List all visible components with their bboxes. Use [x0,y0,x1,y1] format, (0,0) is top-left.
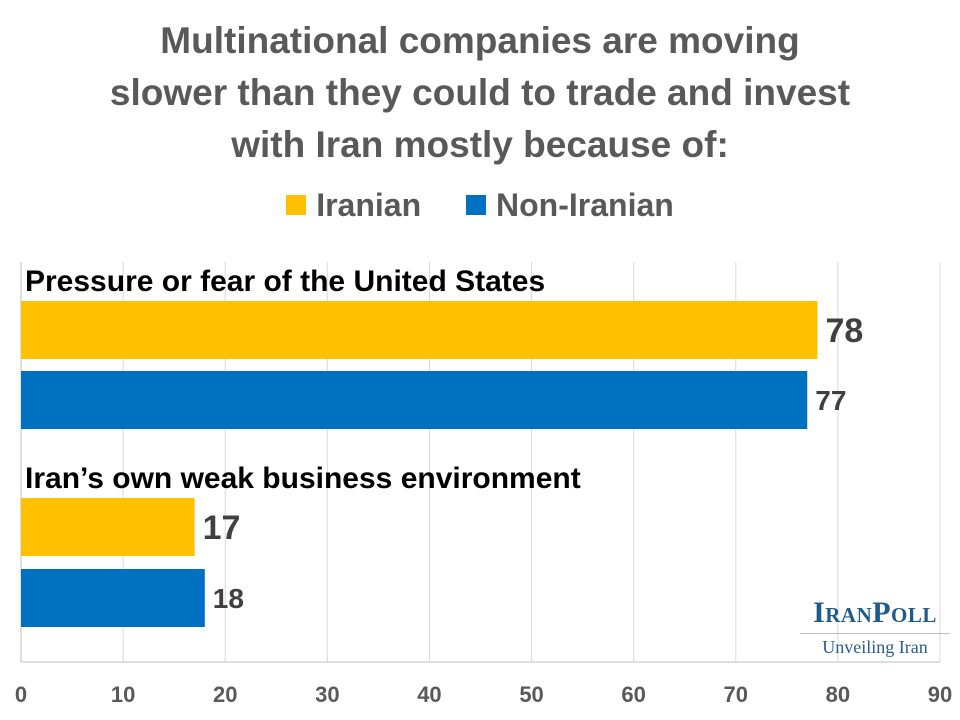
chart-title-line-1: Multinational companies are moving [160,20,800,61]
bar-non-iranian-pressure-us [21,371,808,429]
x-tick-label-30: 30 [315,682,339,707]
value-label-non-iranian-pressure-us: 77 [815,385,846,416]
value-label-iranian-pressure-us: 78 [825,312,863,350]
x-tick-label-20: 20 [213,682,237,707]
x-tick-label-90: 90 [928,682,952,707]
chart-title-line-2: slower than they could to trade and inve… [109,72,851,113]
logo-name: IranPoll [813,596,937,629]
chart-title-line-3: with Iran mostly because of: [231,124,729,165]
legend-swatch-iranian [286,195,307,215]
x-tick-label-60: 60 [621,682,645,707]
x-tick-label-70: 70 [724,682,748,707]
bar-iranian-pressure-us [21,301,818,359]
value-label-iranian-weak-business-env: 17 [203,509,241,547]
legend-label-non-iranian: Non-Iranian [496,186,674,223]
value-label-non-iranian-weak-business-env: 18 [213,583,244,614]
iranpoll-logo: IranPoll Unveiling Iran [790,596,960,658]
legend-item-iranian: Iranian [286,187,421,224]
x-tick-label-80: 80 [826,682,850,707]
legend-item-non-iranian: Non-Iranian [466,187,674,224]
logo-tagline: Unveiling Iran [800,633,950,658]
x-tick-label-40: 40 [417,682,441,707]
bar-non-iranian-weak-business-env [21,569,205,627]
bar-iranian-weak-business-env [21,498,195,556]
legend-label-iranian: Iranian [316,186,422,223]
x-tick-label-10: 10 [111,682,135,707]
legend: Iranian Non-Iranian [0,186,960,224]
category-label-pressure-us: Pressure or fear of the United States [25,265,545,298]
x-tick-label-0: 0 [15,682,27,707]
legend-swatch-non-iranian [466,195,487,215]
x-tick-label-50: 50 [519,682,543,707]
category-label-weak-business-env: Iran’s own weak business environment [25,462,581,495]
